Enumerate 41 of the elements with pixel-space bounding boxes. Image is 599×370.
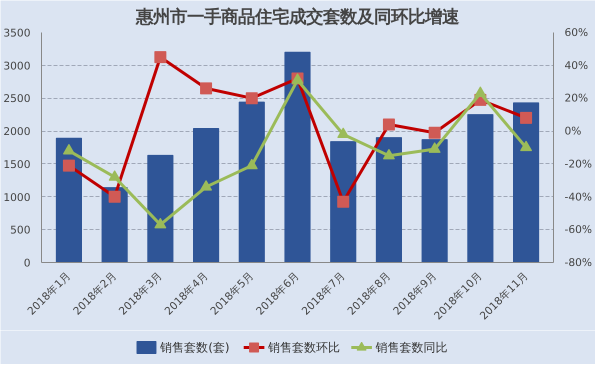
point (382, 148, 395, 160)
point (108, 170, 121, 181)
point (62, 144, 75, 154)
bar (193, 128, 220, 262)
bar (56, 138, 82, 262)
y-tick-label: 2500 (3, 92, 31, 106)
point (246, 158, 258, 170)
y-tick-label: 1500 (3, 158, 31, 171)
legend-label: 销售套数(套) (159, 340, 230, 354)
bar (330, 141, 356, 262)
bar (102, 187, 128, 262)
y2-tick-label: 40% (564, 58, 588, 72)
y-tick-label: 0 (24, 256, 31, 270)
y2-tick-label: -60% (564, 223, 592, 236)
bar (284, 52, 311, 262)
legend-label: 销售套数环比 (266, 340, 340, 354)
y2-tick-label: -40% (564, 190, 592, 204)
bar (513, 102, 540, 262)
y-tick-label: 3500 (3, 26, 31, 40)
point (520, 140, 532, 152)
y2-tick-label: -20% (564, 157, 592, 170)
y2-tick-label: 20% (564, 92, 588, 105)
bar (422, 139, 448, 262)
point (337, 128, 350, 138)
y2-tick-label: -80% (564, 256, 592, 269)
point (154, 218, 166, 228)
y-tick-label: 1000 (3, 190, 31, 204)
y2-tick-label: 60% (564, 26, 588, 39)
point (428, 142, 441, 153)
legend-label: 销售套数同比 (374, 340, 448, 354)
y2-tick-label: 0% (564, 124, 582, 138)
bar (467, 114, 494, 262)
bar (147, 154, 174, 262)
chart-title: 惠州市一手商品住宅成交套数及同环比增速 (135, 8, 460, 28)
point (200, 180, 212, 191)
bar (376, 137, 402, 262)
bar (238, 102, 265, 262)
point (474, 86, 486, 97)
y-tick-label: 3000 (3, 59, 31, 72)
y-tick-label: 500 (10, 224, 31, 237)
y-tick-label: 2000 (3, 125, 31, 138)
